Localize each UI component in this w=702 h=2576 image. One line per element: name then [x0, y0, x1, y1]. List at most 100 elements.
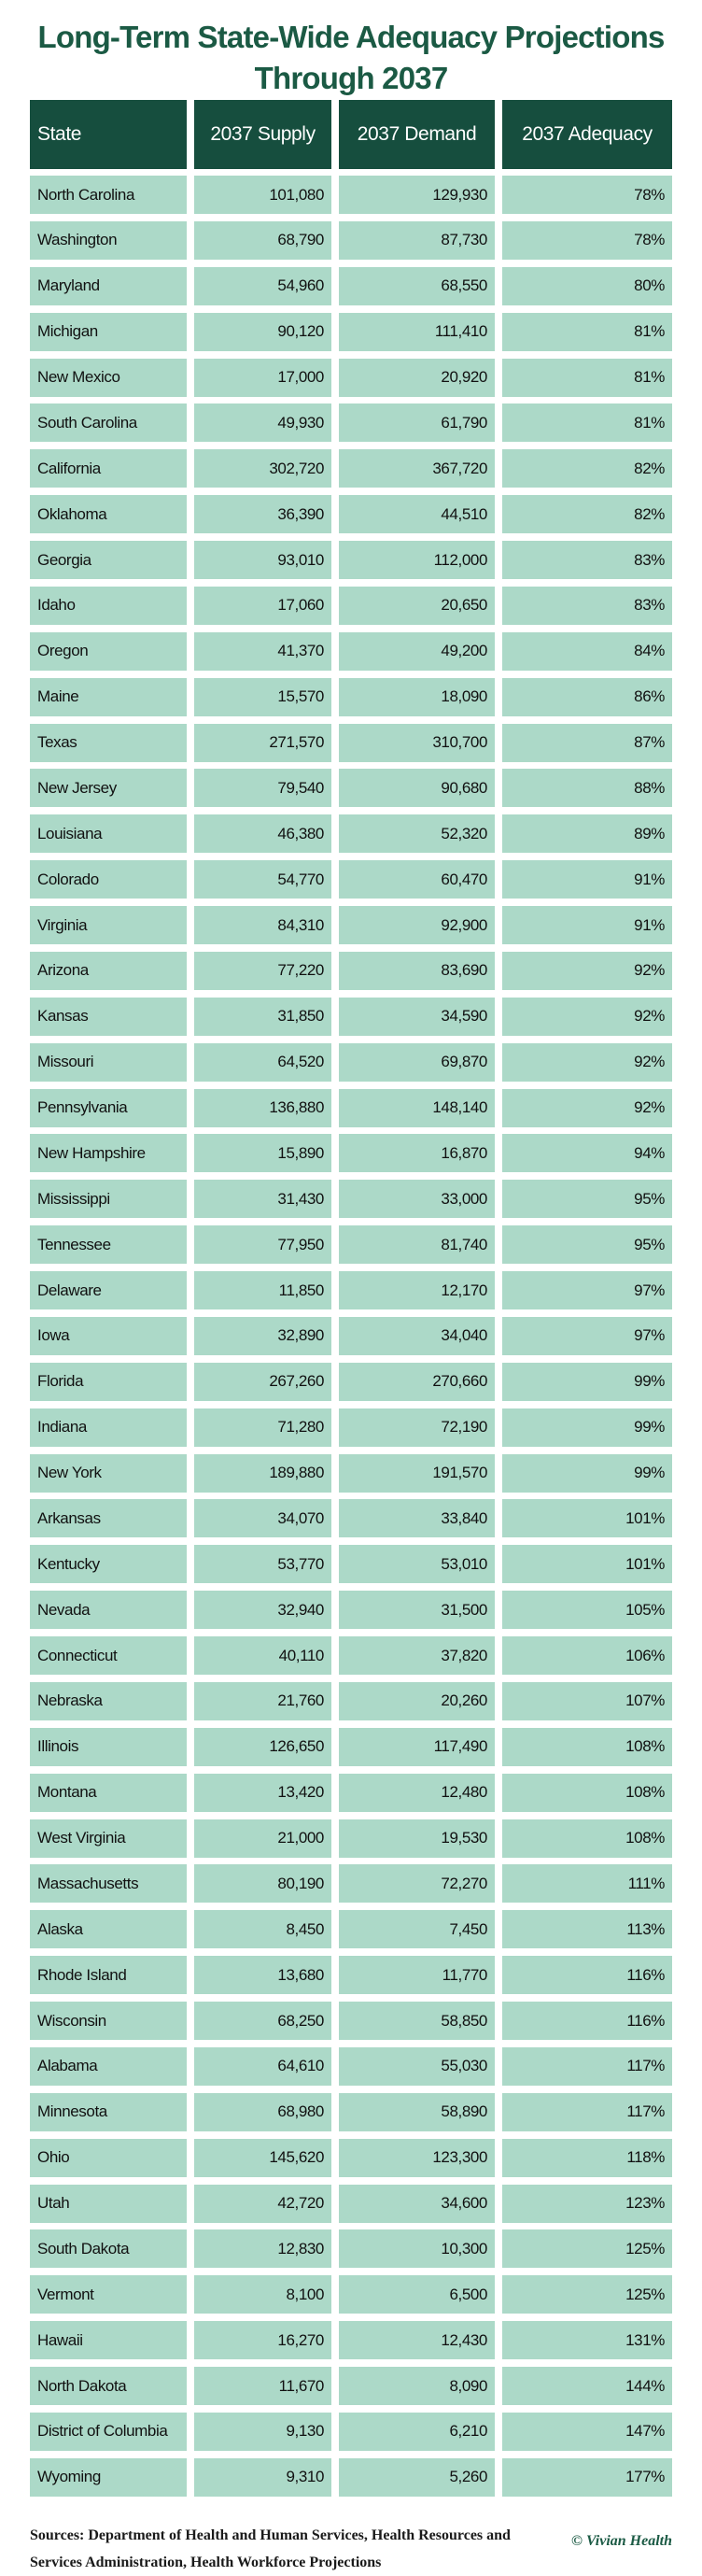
supply-cell: 68,790	[194, 220, 331, 260]
state-cell: Connecticut	[30, 1636, 187, 1675]
demand-cell: 310,700	[339, 723, 495, 762]
adequacy-cell: 125%	[502, 2275, 672, 2314]
state-cell: Pennsylvania	[30, 1088, 187, 1127]
state-cell: Louisiana	[30, 814, 187, 854]
demand-cell: 49,200	[339, 631, 495, 671]
supply-cell: 17,000	[194, 358, 331, 397]
table-row: Massachusetts 80,190 72,270 111%	[30, 1864, 672, 1904]
state-cell: North Dakota	[30, 2367, 187, 2405]
table-row: South Dakota 12,830 10,300 125%	[30, 2229, 672, 2269]
demand-cell: 34,040	[339, 1316, 495, 1355]
state-cell: Vermont	[30, 2275, 187, 2314]
supply-cell: 11,850	[194, 1271, 331, 1309]
table-body: North Carolina 101,080 129,930 78% Washingto…	[30, 176, 672, 2497]
adequacy-cell: 99%	[502, 1362, 672, 1401]
table-row: North Dakota 11,670 8,090 144%	[30, 2367, 672, 2405]
supply-cell: 68,250	[194, 2002, 331, 2040]
header-supply: 2037 Supply	[194, 100, 331, 169]
table-row: Nebraska 21,760 20,260 107%	[30, 1681, 672, 1720]
supply-cell: 145,620	[194, 2138, 331, 2177]
supply-cell: 9,310	[194, 2457, 331, 2497]
state-cell: Rhode Island	[30, 1956, 187, 1995]
supply-cell: 34,070	[194, 1499, 331, 1538]
supply-cell: 267,260	[194, 1362, 331, 1401]
state-cell: Washington	[30, 220, 187, 260]
demand-cell: 55,030	[339, 2046, 495, 2086]
supply-cell: 189,880	[194, 1453, 331, 1493]
demand-cell: 148,140	[339, 1088, 495, 1127]
table-row: Virginia 84,310 92,900 91%	[30, 906, 672, 944]
adequacy-cell: 108%	[502, 1727, 672, 1766]
adequacy-cell: 83%	[502, 586, 672, 625]
demand-cell: 58,850	[339, 2002, 495, 2040]
table-row: Mississippi 31,430 33,000 95%	[30, 1180, 672, 1219]
demand-cell: 44,510	[339, 495, 495, 534]
state-cell: Florida	[30, 1362, 187, 1401]
table-row: Maryland 54,960 68,550 80%	[30, 266, 672, 305]
state-cell: Arizona	[30, 951, 187, 990]
table-row: Michigan 90,120 111,410 81%	[30, 312, 672, 351]
state-cell: Oklahoma	[30, 495, 187, 534]
supply-cell: 12,830	[194, 2229, 331, 2269]
supply-cell: 64,520	[194, 1042, 331, 1082]
supply-cell: 32,940	[194, 1591, 331, 1630]
supply-cell: 8,450	[194, 1910, 331, 1949]
adequacy-cell: 94%	[502, 1134, 672, 1173]
state-cell: Tennessee	[30, 1225, 187, 1265]
header-state: State	[30, 100, 187, 169]
adequacy-cell: 92%	[502, 1042, 672, 1082]
table-row: Oregon 41,370 49,200 84%	[30, 631, 672, 671]
supply-cell: 8,100	[194, 2275, 331, 2314]
demand-cell: 10,300	[339, 2229, 495, 2269]
adequacy-cell: 131%	[502, 2321, 672, 2360]
table-row: Arizona 77,220 83,690 92%	[30, 951, 672, 990]
adequacy-cell: 86%	[502, 677, 672, 716]
table-row: Georgia 93,010 112,000 83%	[30, 541, 672, 579]
adequacy-cell: 113%	[502, 1910, 672, 1949]
demand-cell: 81,740	[339, 1225, 495, 1265]
state-cell: Wisconsin	[30, 2002, 187, 2040]
supply-cell: 21,760	[194, 1681, 331, 1720]
demand-cell: 69,870	[339, 1042, 495, 1082]
state-cell: Idaho	[30, 586, 187, 625]
table-row: Minnesota 68,980 58,890 117%	[30, 2092, 672, 2131]
state-cell: Maine	[30, 677, 187, 716]
table-row: Idaho 17,060 20,650 83%	[30, 586, 672, 625]
adequacy-cell: 92%	[502, 997, 672, 1036]
adequacy-cell: 116%	[502, 1956, 672, 1995]
table-row: Alaska 8,450 7,450 113%	[30, 1910, 672, 1949]
table-row: Nevada 32,940 31,500 105%	[30, 1591, 672, 1630]
state-cell: North Carolina	[30, 176, 187, 214]
state-cell: New Mexico	[30, 358, 187, 397]
table-row: Oklahoma 36,390 44,510 82%	[30, 495, 672, 534]
supply-cell: 79,540	[194, 769, 331, 808]
adequacy-cell: 117%	[502, 2046, 672, 2086]
adequacy-cell: 82%	[502, 449, 672, 488]
supply-cell: 71,280	[194, 1408, 331, 1447]
adequacy-cell: 101%	[502, 1499, 672, 1538]
demand-cell: 6,210	[339, 2412, 495, 2451]
table-row: Arkansas 34,070 33,840 101%	[30, 1499, 672, 1538]
state-cell: Nevada	[30, 1591, 187, 1630]
adequacy-cell: 83%	[502, 541, 672, 579]
adequacy-cell: 97%	[502, 1316, 672, 1355]
table-row: Maine 15,570 18,090 86%	[30, 677, 672, 716]
demand-cell: 34,600	[339, 2184, 495, 2223]
state-cell: Colorado	[30, 860, 187, 899]
adequacy-cell: 108%	[502, 1819, 672, 1858]
demand-cell: 6,500	[339, 2275, 495, 2314]
table-row: Florida 267,260 270,660 99%	[30, 1362, 672, 1401]
demand-cell: 11,770	[339, 1956, 495, 1995]
demand-cell: 34,590	[339, 997, 495, 1036]
state-cell: Delaware	[30, 1271, 187, 1309]
supply-cell: 21,000	[194, 1819, 331, 1858]
supply-cell: 271,570	[194, 723, 331, 762]
table-row: Indiana 71,280 72,190 99%	[30, 1408, 672, 1447]
demand-cell: 129,930	[339, 176, 495, 214]
supply-cell: 31,430	[194, 1180, 331, 1219]
supply-cell: 93,010	[194, 541, 331, 579]
supply-cell: 90,120	[194, 312, 331, 351]
supply-cell: 68,980	[194, 2092, 331, 2131]
adequacy-cell: 116%	[502, 2002, 672, 2040]
supply-cell: 13,680	[194, 1956, 331, 1995]
